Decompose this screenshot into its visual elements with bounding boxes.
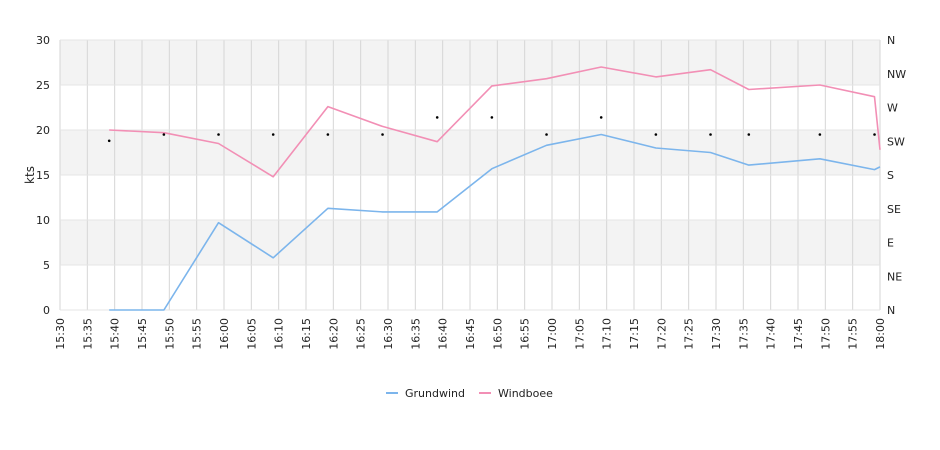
y-tick-label: 10	[36, 214, 50, 227]
y-tick-label: 0	[43, 304, 50, 317]
direction-point	[217, 133, 220, 136]
x-axis: 15:30 15:35 15:40 15:45 15:50 15:55 16:00 16:05…	[54, 318, 887, 350]
direction-point	[107, 139, 111, 143]
x-tick-label: 17:30	[710, 318, 723, 350]
x-tick-label: 17:45	[792, 318, 805, 350]
x-tick-label: 17:55	[847, 318, 860, 350]
y-axis-title: kts	[23, 166, 37, 184]
direction-tick-label: N	[887, 304, 895, 317]
x-tick-label: 16:30	[382, 318, 395, 350]
direction-point	[545, 133, 548, 136]
x-tick-label: 18:00	[874, 318, 887, 350]
direction-point	[599, 116, 603, 119]
legend: Grundwind Windboee	[386, 387, 553, 400]
x-tick-label: 16:05	[245, 318, 258, 350]
x-tick-label: 16:50	[491, 318, 504, 350]
direction-point	[435, 116, 439, 119]
direction-point	[271, 133, 275, 136]
x-tick-label: 16:15	[300, 318, 313, 350]
y-tick-label: 30	[36, 34, 50, 47]
x-tick-label: 15:55	[191, 318, 204, 350]
direction-point	[709, 133, 712, 136]
direction-tick-label: SW	[887, 135, 905, 148]
x-tick-label: 17:40	[765, 318, 778, 350]
x-tick-label: 17:00	[546, 318, 559, 350]
x-tick-label: 16:35	[409, 318, 422, 350]
direction-points	[107, 116, 876, 143]
x-tick-label: 15:45	[136, 318, 149, 350]
direction-tick-label: W	[887, 102, 898, 115]
y-tick-label: 15	[36, 169, 50, 182]
x-tick-label: 16:55	[519, 318, 532, 350]
x-tick-label: 16:45	[464, 318, 477, 350]
x-tick-label: 16:40	[437, 318, 450, 350]
direction-point	[162, 133, 166, 136]
direction-point	[381, 133, 384, 136]
legend-label: Windboee	[498, 387, 553, 400]
series-lines	[109, 66, 881, 311]
x-tick-label: 17:25	[683, 318, 696, 350]
x-tick-label: 16:20	[327, 318, 340, 350]
series-line-grundwind	[109, 133, 881, 311]
x-tick-label: 16:25	[355, 318, 368, 350]
y-tick-label: 25	[36, 79, 50, 92]
direction-point	[654, 133, 658, 136]
y-tick-label: 5	[43, 259, 50, 272]
y-tick-label: 20	[36, 124, 50, 137]
horizontal-gridlines	[60, 39, 880, 311]
direction-point	[747, 133, 751, 136]
x-tick-label: 15:40	[109, 318, 122, 350]
x-tick-label: 17:20	[655, 318, 668, 350]
x-tick-label: 17:50	[819, 318, 832, 350]
direction-tick-label: NE	[887, 270, 902, 283]
series-line-windboee	[109, 66, 881, 178]
y-axis-right: N NE E SE S SW W NW N	[887, 34, 906, 317]
direction-point	[873, 133, 876, 136]
x-tick-label: 17:35	[737, 318, 750, 350]
x-tick-label: 17:10	[601, 318, 614, 350]
x-tick-label: 15:35	[81, 318, 94, 350]
direction-point	[490, 116, 494, 119]
x-tick-label: 15:30	[54, 318, 67, 350]
x-tick-label: 16:00	[218, 318, 231, 350]
direction-tick-label: NW	[887, 68, 906, 81]
x-tick-label: 17:15	[628, 318, 641, 350]
x-tick-label: 15:50	[163, 318, 176, 350]
direction-point	[326, 133, 330, 136]
legend-label: Grundwind	[405, 387, 465, 400]
direction-tick-label: N	[887, 34, 895, 47]
x-tick-label: 17:05	[573, 318, 586, 350]
x-tick-label: 16:10	[273, 318, 286, 350]
direction-tick-label: E	[887, 237, 894, 250]
direction-tick-label: S	[887, 169, 894, 182]
y-axis-left: 0 5 10 15 20 25 30	[36, 34, 50, 317]
direction-tick-label: SE	[887, 203, 901, 216]
direction-point	[818, 133, 822, 136]
